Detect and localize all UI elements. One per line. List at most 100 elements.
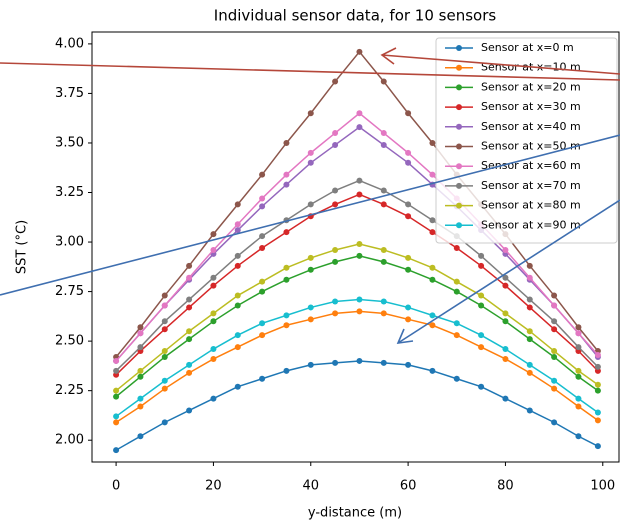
data-point [429,264,436,271]
arrow-head [396,328,414,344]
data-point [161,353,168,360]
legend-box [435,37,618,244]
data-point [551,318,558,325]
data-point [283,139,290,146]
data-point [575,433,582,440]
data-point [307,254,314,261]
data-point [405,159,412,166]
data-point [113,413,120,420]
data-point [575,367,582,374]
data-point [283,276,290,283]
data-point [186,296,193,303]
data-point [137,373,144,380]
data-point [210,282,217,289]
data-point [478,252,485,259]
data-point [356,177,363,184]
legend-label: Sensor at x=20 m [481,80,581,93]
data-point [137,367,144,374]
legend-marker [456,123,462,130]
data-point [551,292,558,299]
data-point [234,262,241,269]
y-tick-label: 4.00 [55,36,84,51]
data-point [526,361,533,368]
data-point [259,320,266,327]
data-point [137,403,144,410]
data-point [259,244,266,251]
data-point [594,443,601,450]
data-point [307,110,314,117]
data-point [161,419,168,426]
data-point [332,130,339,137]
data-point [210,318,217,325]
y-tick-label: 2.25 [55,383,84,398]
data-point [453,375,460,382]
y-tick-label: 3.50 [55,135,84,150]
data-point [405,149,412,156]
data-point [502,282,509,289]
data-point [307,266,314,273]
data-point [551,326,558,333]
data-point [161,326,168,333]
data-point [380,246,387,253]
data-point [575,373,582,380]
data-point [356,357,363,364]
data-point [259,332,266,339]
data-point [234,201,241,208]
data-point [526,336,533,343]
data-point [453,288,460,295]
data-point [453,332,460,339]
legend-marker [456,84,462,91]
data-point [186,262,193,269]
data-point [332,201,339,208]
x-axis-label: y-distance (m) [308,506,402,521]
data-point [380,141,387,148]
data-point [405,304,412,311]
legend-marker [456,202,462,209]
data-point [186,328,193,335]
data-point [594,409,601,416]
data-point [526,274,533,281]
data-point [307,149,314,156]
legend-marker [456,64,462,71]
data-point [113,357,120,364]
data-point [453,278,460,285]
data-point [113,387,120,394]
annotation-overlay [0,47,620,344]
data-point [234,221,241,228]
data-point [551,353,558,360]
data-point [259,278,266,285]
data-point [429,229,436,236]
data-point [380,78,387,85]
data-point [502,395,509,402]
data-point [259,171,266,178]
x-tick-label: 40 [302,479,319,494]
data-point [307,361,314,368]
data-point [259,288,266,295]
data-point [380,130,387,137]
data-point [332,78,339,85]
data-point [526,328,533,335]
data-point [356,241,363,248]
data-point [137,330,144,337]
data-point [594,351,601,358]
data-point [405,361,412,368]
data-point [502,310,509,317]
data-point [478,344,485,351]
arrow-head [380,47,397,65]
data-point [429,367,436,374]
data-point [356,110,363,117]
data-point [453,244,460,251]
data-point [210,274,217,281]
data-point [478,302,485,309]
annotation-line [0,134,620,296]
data-point [307,304,314,311]
data-point [429,217,436,224]
data-point [575,344,582,351]
data-point [405,213,412,220]
legend-marker [456,163,462,170]
data-point [429,171,436,178]
data-point [161,318,168,325]
data-point [210,310,217,317]
data-point [526,304,533,311]
